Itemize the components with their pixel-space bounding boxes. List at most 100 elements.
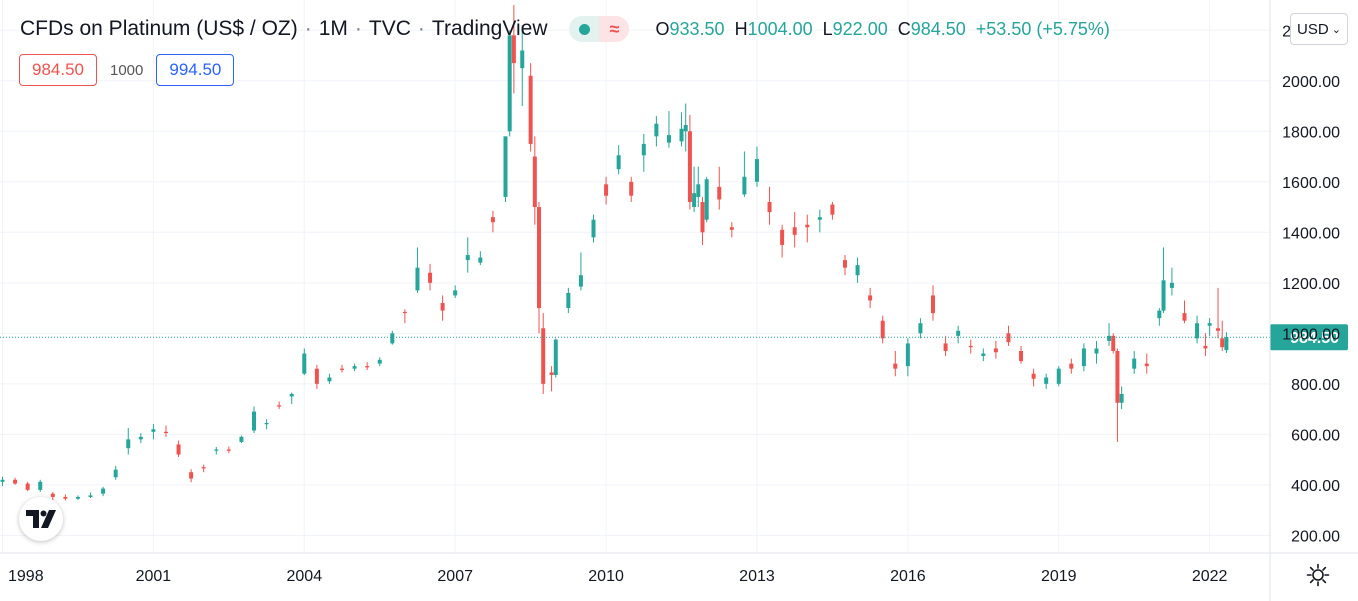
candle-body: [1111, 335, 1116, 351]
x-tick-label: 2004: [287, 568, 323, 585]
candle-body: [616, 155, 621, 170]
sell-button[interactable]: 984.50: [19, 54, 97, 86]
interval-label[interactable]: 1M: [318, 17, 348, 40]
ohlc-legend: O933.50 H1004.00 L922.00 C984.50 +53.50 …: [655, 19, 1109, 40]
candle-body: [428, 272, 433, 283]
candle-body: [696, 184, 701, 197]
candle: [1195, 315, 1200, 344]
candle: [126, 428, 131, 455]
candle: [968, 339, 973, 354]
candle-body: [1132, 358, 1137, 369]
header-separator: ·: [354, 17, 362, 40]
candle: [365, 362, 370, 370]
candle: [729, 222, 734, 238]
candle-body: [842, 260, 847, 268]
candle: [578, 252, 583, 291]
market-open-dot-icon[interactable]: [569, 16, 600, 42]
source-label: TradingView: [431, 17, 548, 40]
candle-body: [277, 405, 282, 407]
symbol-title[interactable]: CFDs on Platinum (US$ / OZ): [20, 17, 298, 40]
currency-dropdown[interactable]: USD ⌄: [1290, 13, 1348, 45]
candle: [754, 146, 759, 187]
candle-body: [189, 472, 194, 479]
candle-body: [1182, 313, 1187, 321]
candle-body: [968, 345, 973, 348]
candle-body: [893, 363, 898, 369]
candle-body: [717, 186, 722, 200]
candle-body: [302, 353, 307, 374]
candle-body: [817, 217, 822, 220]
candle-body: [742, 176, 747, 195]
candle-body: [520, 50, 525, 69]
tradingview-logo-icon[interactable]: [19, 497, 63, 541]
candle: [507, 30, 512, 137]
price-overlay: 984.50: [0, 324, 1348, 351]
candle-body: [1224, 337, 1229, 351]
wave-approx-icon[interactable]: ≈: [599, 16, 630, 42]
candle-body: [700, 202, 705, 233]
candle-body: [214, 449, 219, 451]
candle: [1119, 386, 1124, 410]
candle: [520, 25, 525, 107]
y-tick-label: 1800.00: [1282, 124, 1340, 141]
candle: [704, 176, 709, 223]
candle-body: [88, 495, 93, 497]
candle: [352, 363, 357, 372]
candle: [1220, 320, 1225, 351]
candle: [981, 348, 986, 362]
candle: [792, 212, 797, 248]
candle: [214, 446, 219, 455]
candle-body: [905, 343, 910, 367]
candle-body: [981, 353, 986, 357]
candle: [113, 465, 118, 480]
candle: [163, 425, 168, 437]
x-tick-label: 2010: [588, 568, 624, 585]
candle: [1069, 358, 1074, 374]
candle: [654, 116, 659, 147]
candle: [696, 166, 701, 208]
candle: [905, 338, 910, 377]
candle-body: [1094, 348, 1099, 354]
candle: [63, 494, 68, 501]
candle-body: [50, 493, 55, 497]
candle-body: [490, 217, 495, 223]
candle-body: [868, 295, 873, 301]
candle-body: [1207, 323, 1212, 326]
gear-icon[interactable]: [1304, 561, 1332, 589]
close-label: C: [897, 18, 911, 39]
candle-body: [1203, 345, 1208, 349]
candle: [340, 364, 345, 373]
candle: [13, 477, 18, 485]
candle-body: [931, 295, 936, 314]
candle-body: [415, 267, 420, 291]
candle-body: [201, 467, 206, 469]
candle: [1224, 332, 1229, 354]
candle-body: [13, 479, 18, 484]
candle-body: [767, 202, 772, 213]
candle-body: [683, 124, 688, 132]
buy-button[interactable]: 994.50: [156, 54, 235, 86]
candle-body: [252, 411, 256, 431]
candle-body: [591, 219, 596, 238]
candle: [201, 464, 206, 473]
x-tick-label: 1998: [8, 568, 44, 585]
market-status[interactable]: ≈: [569, 16, 630, 42]
candle-body: [604, 184, 609, 196]
candle-body: [578, 275, 583, 287]
candle: [1111, 333, 1116, 354]
candle: [390, 330, 395, 345]
candle: [805, 214, 810, 243]
trade-panel: 984.50 1000 994.50: [19, 54, 235, 86]
candle-body: [943, 343, 948, 351]
candle: [855, 257, 860, 283]
candle-body: [138, 436, 143, 440]
candle: [604, 176, 609, 205]
high-label: H: [734, 18, 748, 39]
candle: [302, 348, 307, 375]
open-value: 933.50: [669, 18, 725, 39]
candle-body: [729, 227, 734, 230]
candle-body: [537, 207, 542, 309]
x-tick-label: 2016: [890, 568, 926, 585]
